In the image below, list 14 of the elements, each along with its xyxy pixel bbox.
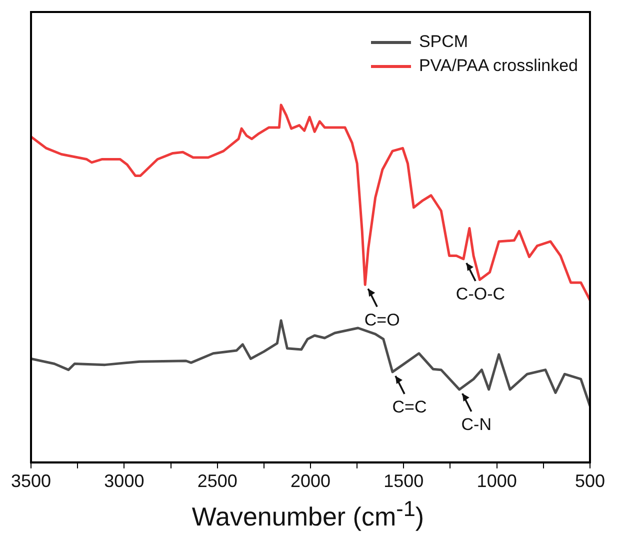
x-tick-label: 3500	[11, 471, 52, 492]
x-tick-label: 3000	[104, 471, 144, 492]
annotation: C-O-C	[456, 284, 506, 304]
x-axis-title: Wavenumber (cm$^{-1}$)	[190, 496, 426, 533]
annotation: C-N	[461, 415, 492, 434]
x-tick-label: 1000	[476, 471, 517, 492]
x-tick-label: 2500	[197, 471, 238, 492]
x-tick-label: 2000	[290, 471, 331, 492]
legend-label: PVA/PAA crosslinked	[418, 56, 578, 76]
x-tick-label: 1500	[384, 471, 424, 492]
x-tick-label: 500	[574, 471, 606, 492]
annotation: C=O	[364, 310, 400, 330]
legend-label: SPCM	[418, 32, 468, 52]
annotation: C=C	[392, 398, 427, 417]
